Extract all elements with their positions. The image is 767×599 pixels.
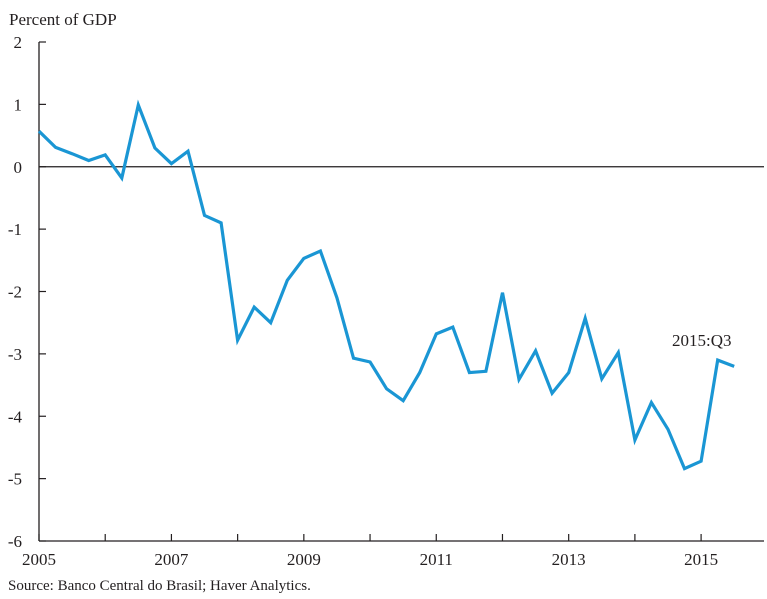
axes: [38, 41, 764, 542]
y-tick-label: -5: [8, 470, 22, 489]
x-tick-label: 2009: [287, 550, 321, 569]
x-tick-label: 2007: [154, 550, 189, 569]
annotation-last-point: 2015:Q3: [672, 331, 732, 350]
y-axis-label: Percent of GDP: [9, 10, 117, 29]
y-tick-label: -2: [8, 283, 22, 302]
series-lines: [37, 99, 735, 471]
y-tick-label: -4: [8, 407, 23, 426]
x-tick-label: 2005: [22, 550, 56, 569]
x-tick-label: 2015: [684, 550, 718, 569]
x-tick-label: 2011: [420, 550, 453, 569]
y-tick-label: -6: [8, 532, 22, 551]
y-tick-label: 2: [14, 33, 23, 52]
y-tick-label: 0: [14, 158, 23, 177]
x-tick-label: 2013: [552, 550, 586, 569]
series-line: [37, 99, 735, 471]
y-tick-label: 1: [14, 95, 23, 114]
y-tick-label: -3: [8, 345, 22, 364]
source-note: Source: Banco Central do Brasil; Haver A…: [8, 578, 311, 594]
y-tick-label: -1: [8, 220, 22, 239]
